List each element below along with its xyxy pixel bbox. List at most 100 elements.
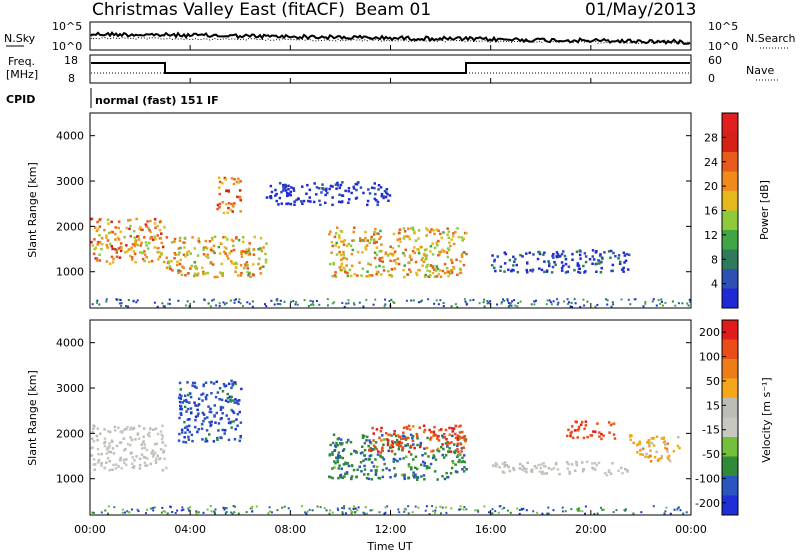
echo-cell bbox=[276, 302, 279, 305]
echo-cell bbox=[602, 434, 605, 437]
echo-cell bbox=[92, 458, 96, 461]
echo-cell bbox=[146, 508, 149, 511]
echo-cell bbox=[378, 258, 381, 261]
echo-cell bbox=[128, 428, 132, 431]
echo-cell bbox=[395, 438, 399, 442]
echo-cell bbox=[240, 271, 243, 275]
echo-cell bbox=[336, 444, 340, 447]
echo-cell bbox=[186, 251, 189, 254]
echo-cell bbox=[361, 267, 365, 270]
echo-cell bbox=[219, 405, 223, 409]
echo-cell bbox=[119, 249, 123, 253]
echo-cell bbox=[226, 396, 230, 400]
echo-cell bbox=[212, 244, 216, 248]
echo-cell bbox=[251, 507, 253, 510]
echo-cell bbox=[178, 251, 181, 254]
echo-cell bbox=[111, 230, 114, 234]
echo-cell bbox=[133, 244, 137, 248]
echo-cell bbox=[251, 305, 254, 308]
echo-cell bbox=[103, 228, 106, 232]
echo-cell bbox=[209, 260, 213, 264]
echo-cell bbox=[533, 300, 536, 303]
echo-cell bbox=[339, 476, 343, 479]
echo-cell bbox=[407, 235, 410, 238]
echo-cell bbox=[240, 252, 243, 256]
echo-cell bbox=[249, 275, 252, 278]
echo-cell bbox=[391, 445, 395, 449]
echo-cell bbox=[137, 237, 140, 240]
echo-cell bbox=[503, 270, 506, 273]
echo-cell bbox=[154, 427, 158, 430]
echo-cell bbox=[108, 430, 112, 434]
echo-cell bbox=[540, 472, 544, 475]
echo-cell bbox=[132, 466, 136, 469]
echo-cell bbox=[252, 274, 255, 277]
echo-cell bbox=[540, 268, 544, 272]
echo-cell bbox=[136, 243, 139, 247]
echo-cell bbox=[201, 266, 204, 270]
echo-cell bbox=[423, 248, 427, 252]
echo-cell bbox=[355, 451, 358, 454]
echo-cell bbox=[417, 252, 421, 255]
echo-cell bbox=[339, 254, 343, 257]
echo-cell bbox=[156, 224, 159, 228]
echo-cell bbox=[536, 511, 539, 514]
echo-cell bbox=[403, 435, 407, 439]
echo-cell bbox=[644, 300, 647, 303]
echo-cell bbox=[367, 262, 370, 265]
echo-cell bbox=[232, 205, 235, 208]
echo-cell bbox=[160, 433, 164, 436]
echo-cell bbox=[413, 246, 416, 249]
echo-cell bbox=[382, 443, 385, 446]
echo-cell bbox=[174, 253, 177, 256]
echo-cell bbox=[456, 435, 460, 439]
echo-cell bbox=[561, 506, 564, 509]
echo-cell bbox=[235, 298, 237, 301]
echo-cell bbox=[429, 436, 433, 439]
echo-cell bbox=[458, 458, 461, 462]
echo-cell bbox=[433, 246, 437, 250]
echo-cell bbox=[406, 427, 409, 430]
echo-cell bbox=[200, 393, 203, 396]
echo-cell bbox=[130, 508, 133, 511]
echo-cell bbox=[139, 251, 142, 254]
echo-cell bbox=[440, 428, 443, 431]
echo-cell bbox=[161, 506, 164, 509]
echo-cell bbox=[239, 198, 242, 202]
echo-cell bbox=[234, 382, 237, 386]
echo-cell bbox=[425, 446, 429, 450]
echo-cell bbox=[230, 238, 234, 242]
echo-cell bbox=[450, 271, 454, 274]
echo-cell bbox=[584, 505, 587, 508]
echo-cell bbox=[311, 303, 314, 305]
echo-cell bbox=[548, 262, 551, 265]
echo-cell bbox=[140, 453, 144, 456]
echo-cell bbox=[340, 262, 344, 265]
echo-cell bbox=[239, 210, 242, 213]
echo-cell bbox=[251, 505, 254, 508]
echo-cell bbox=[435, 506, 438, 509]
echo-cell bbox=[364, 236, 367, 240]
echo-cell bbox=[672, 450, 676, 453]
echo-cell bbox=[151, 449, 155, 452]
echo-cell bbox=[165, 266, 169, 269]
echo-cell bbox=[225, 189, 228, 193]
echo-cell bbox=[425, 505, 428, 508]
echo-cell bbox=[413, 232, 416, 235]
echo-cell bbox=[177, 269, 180, 272]
echo-cell bbox=[633, 298, 636, 301]
echo-cell bbox=[594, 467, 597, 471]
echo-cell bbox=[499, 265, 503, 268]
echo-cell bbox=[660, 300, 663, 303]
echo-cell bbox=[150, 235, 153, 239]
echo-cell bbox=[292, 300, 295, 303]
echo-cell bbox=[325, 509, 328, 512]
echo-cell bbox=[221, 412, 224, 415]
echo-cell bbox=[382, 438, 386, 441]
echo-cell bbox=[398, 445, 401, 448]
echo-cell bbox=[433, 275, 437, 278]
echo-cell bbox=[431, 266, 435, 269]
echo-cell bbox=[564, 257, 568, 261]
echo-cell bbox=[165, 466, 168, 470]
echo-cell bbox=[444, 454, 448, 457]
